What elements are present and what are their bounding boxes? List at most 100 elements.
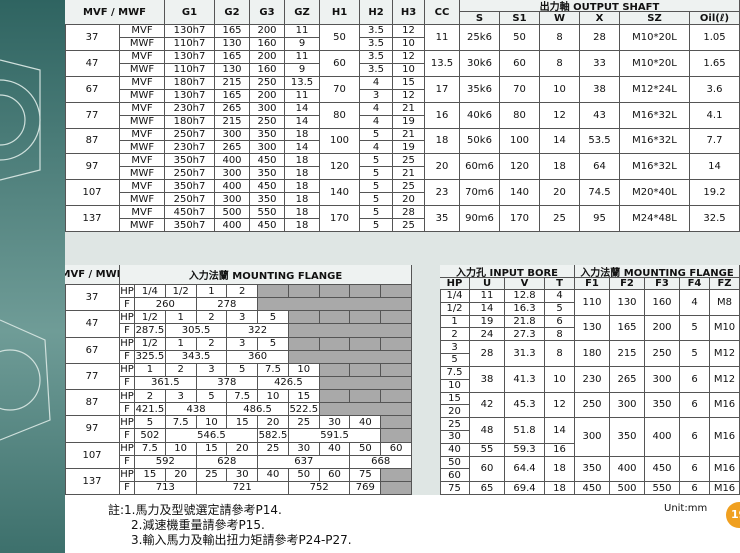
value-cell: 15 bbox=[288, 390, 320, 404]
value-cell: 75 bbox=[440, 482, 470, 495]
value-cell: 215 bbox=[215, 115, 250, 129]
value-cell: 18 bbox=[285, 128, 320, 142]
empty-cell bbox=[381, 390, 412, 404]
value-cell: 325.5 bbox=[135, 350, 166, 364]
empty-cell bbox=[319, 285, 351, 299]
value-cell: 5 bbox=[360, 128, 393, 142]
size-cell: 107 bbox=[65, 180, 120, 207]
value-cell: 130h7 bbox=[165, 25, 215, 38]
value-cell: 43 bbox=[580, 102, 620, 129]
value-cell: MWF bbox=[120, 219, 165, 232]
value-cell: 40 bbox=[258, 468, 289, 482]
value-cell: 50 bbox=[350, 442, 382, 456]
value-cell: 6 bbox=[680, 418, 710, 457]
header-cell: CC bbox=[425, 0, 460, 25]
size-cell: 97 bbox=[65, 416, 120, 443]
value-cell: 200 bbox=[250, 50, 285, 64]
header-cell: V bbox=[505, 278, 545, 290]
value-cell: 17 bbox=[425, 76, 460, 103]
value-cell: 582.5 bbox=[258, 429, 289, 443]
value-cell: 550 bbox=[250, 206, 285, 220]
empty-cell bbox=[350, 285, 382, 299]
value-cell: 6 bbox=[680, 456, 710, 483]
row-label: F bbox=[120, 298, 135, 312]
value-cell: 8 bbox=[540, 25, 580, 51]
value-cell: 450 bbox=[250, 219, 285, 232]
value-cell: MVF bbox=[120, 206, 165, 220]
value-cell: 3.6 bbox=[690, 76, 740, 103]
value-cell: 130 bbox=[610, 290, 645, 316]
value-cell: 305.5 bbox=[165, 324, 228, 338]
value-cell: 200 bbox=[250, 89, 285, 103]
value-cell: 230h7 bbox=[165, 141, 215, 155]
value-cell: 300 bbox=[250, 102, 285, 116]
value-cell: 74.5 bbox=[580, 180, 620, 207]
value-cell: 5 bbox=[258, 337, 289, 351]
value-cell: 300 bbox=[575, 418, 610, 457]
value-cell: 2 bbox=[196, 311, 228, 325]
size-cell: 77 bbox=[65, 363, 120, 390]
value-cell: 1/2 bbox=[165, 285, 197, 299]
value-cell: 6 bbox=[680, 366, 710, 393]
value-cell: 42 bbox=[470, 392, 505, 419]
value-cell: 18 bbox=[285, 193, 320, 207]
value-cell: M8 bbox=[710, 290, 740, 316]
row-label: HP bbox=[120, 442, 135, 456]
value-cell: 20 bbox=[393, 193, 425, 207]
value-cell: 300 bbox=[645, 366, 680, 393]
size-cell: 87 bbox=[65, 128, 120, 155]
value-cell: 2 bbox=[227, 285, 259, 299]
value-cell: 4.1 bbox=[690, 102, 740, 129]
value-cell: 400 bbox=[215, 219, 250, 232]
value-cell: 637 bbox=[258, 455, 351, 469]
value-cell: 10 bbox=[545, 366, 575, 393]
value-cell: 3 bbox=[360, 89, 393, 103]
value-cell: 12.8 bbox=[505, 290, 545, 303]
value-cell: 28 bbox=[470, 341, 505, 367]
value-cell: 713 bbox=[135, 481, 197, 495]
value-cell: 20 bbox=[425, 154, 460, 181]
value-cell: 450 bbox=[645, 456, 680, 483]
empty-cell bbox=[288, 285, 320, 299]
page-number: 19 bbox=[731, 508, 740, 521]
value-cell: 752 bbox=[288, 481, 351, 495]
value-cell: M16*32L bbox=[620, 154, 690, 181]
empty-cell bbox=[319, 390, 351, 404]
value-cell: 64 bbox=[580, 154, 620, 181]
value-cell: 1 bbox=[440, 315, 470, 329]
value-cell: 110h7 bbox=[165, 37, 215, 51]
value-cell: M20*40L bbox=[620, 180, 690, 207]
value-cell: 170 bbox=[500, 206, 540, 232]
value-cell: 2 bbox=[165, 363, 197, 377]
value-cell: 180 bbox=[575, 341, 610, 367]
value-cell: M12*24L bbox=[620, 76, 690, 103]
value-cell: 260 bbox=[135, 298, 197, 312]
value-cell: 300 bbox=[215, 167, 250, 181]
value-cell: 11 bbox=[285, 89, 320, 103]
value-cell: 14 bbox=[285, 141, 320, 155]
empty-cell bbox=[381, 416, 412, 430]
row-label: F bbox=[120, 350, 135, 364]
value-cell: 100 bbox=[320, 128, 360, 155]
size-cell: 97 bbox=[65, 154, 120, 181]
value-cell: 110 bbox=[575, 290, 610, 316]
value-cell: 5 bbox=[360, 167, 393, 181]
header-cell: X bbox=[580, 12, 620, 25]
value-cell: 215 bbox=[610, 341, 645, 367]
row-label: F bbox=[120, 324, 135, 338]
value-cell: 25 bbox=[393, 154, 425, 168]
value-cell: MVF bbox=[120, 76, 165, 90]
value-cell: 8 bbox=[545, 328, 575, 342]
empty-cell bbox=[288, 324, 412, 338]
empty-cell bbox=[350, 390, 382, 404]
value-cell: 130 bbox=[575, 315, 610, 342]
value-cell: 180h7 bbox=[165, 115, 215, 129]
header-cell: F1 bbox=[575, 278, 610, 290]
value-cell: 591.5 bbox=[288, 429, 382, 443]
note: 3.輸入馬力及輸出扭力矩請參考P24-P27. bbox=[131, 533, 352, 547]
value-cell: 160 bbox=[645, 290, 680, 316]
value-cell: 3.5 bbox=[360, 37, 393, 51]
row-label: HP bbox=[120, 311, 135, 325]
value-cell: 7.5 bbox=[165, 416, 197, 430]
empty-cell bbox=[381, 429, 412, 443]
